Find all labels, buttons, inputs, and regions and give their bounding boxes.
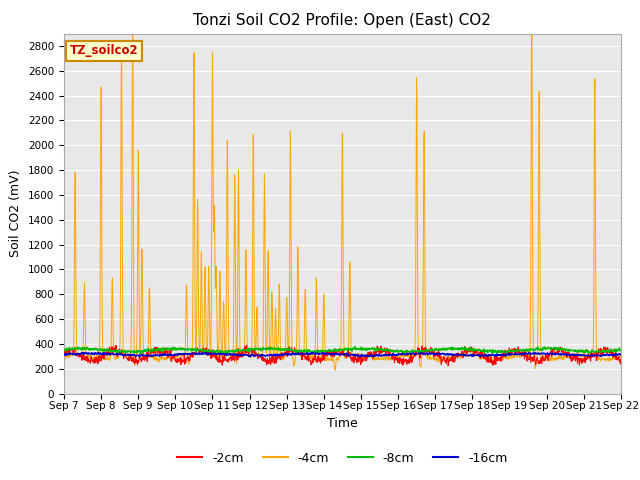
Y-axis label: Soil CO2 (mV): Soil CO2 (mV) [10,170,22,257]
X-axis label: Time: Time [327,417,358,430]
Title: Tonzi Soil CO2 Profile: Open (East) CO2: Tonzi Soil CO2 Profile: Open (East) CO2 [193,13,492,28]
Legend: -2cm, -4cm, -8cm, -16cm: -2cm, -4cm, -8cm, -16cm [172,447,513,469]
Text: TZ_soilco2: TZ_soilco2 [70,44,138,58]
